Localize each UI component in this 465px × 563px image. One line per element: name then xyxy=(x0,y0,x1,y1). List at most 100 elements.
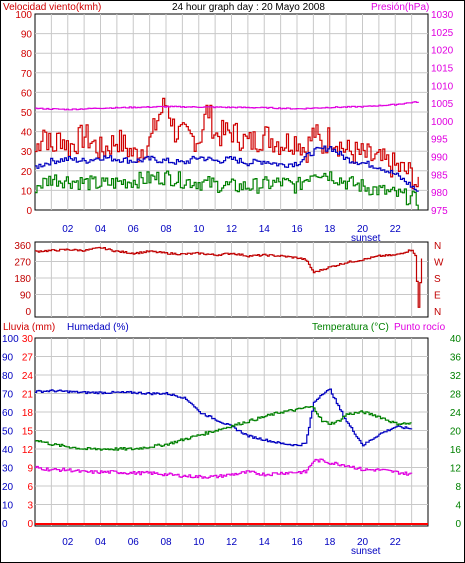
pressure-ytick-label: 1015 xyxy=(431,63,454,74)
rain-ytick-label: 27 xyxy=(22,353,34,364)
temperature-ytick-label: 40 xyxy=(450,334,462,345)
wind-ytick-label: 100 xyxy=(15,10,32,21)
wind-ytick-label: 40 xyxy=(21,128,33,139)
pressure-ytick-label: 1020 xyxy=(431,46,454,57)
rain-ytick-label: 6 xyxy=(27,482,33,493)
series-dew xyxy=(35,458,413,479)
pressure-ytick-label: 1000 xyxy=(431,117,454,128)
pressure-ytick-label: 990 xyxy=(431,153,448,164)
wind-xtick-label: 20 xyxy=(357,224,369,235)
wind-xtick-label: 02 xyxy=(62,224,74,235)
rain-ytick-label: 30 xyxy=(22,334,34,345)
rain-ytick-label: 3 xyxy=(27,501,33,512)
temperature-ytick-label: 32 xyxy=(450,371,462,382)
wind-ytick-label: 80 xyxy=(21,49,33,60)
wind-xtick-label: 22 xyxy=(390,224,402,235)
humidity-xtick-label: 14 xyxy=(259,537,271,548)
direction-ytick-label: 180 xyxy=(14,274,31,285)
humidity-xtick-label: 20 xyxy=(357,537,369,548)
temperature-ytick-label: 12 xyxy=(450,464,462,475)
temperature-ytick-label: 16 xyxy=(450,445,462,456)
humidity-ytick-label: 100 xyxy=(2,334,19,345)
pressure-ytick-label: 1010 xyxy=(431,81,454,92)
rain-ytick-label: 15 xyxy=(22,427,34,438)
wind-ytick-label: 0 xyxy=(26,206,32,217)
rain-ytick-label: 12 xyxy=(22,445,34,456)
compass-label: W xyxy=(434,258,444,269)
humidity-xtick-label: 18 xyxy=(324,537,336,548)
pressure-ytick-label: 1005 xyxy=(431,99,454,110)
wind-ytick-label: 60 xyxy=(21,88,33,99)
series-pressure xyxy=(35,101,419,111)
direction-ytick-label: 360 xyxy=(14,241,31,252)
pressure-ytick-label: 975 xyxy=(431,206,448,217)
wind-xtick-label: 16 xyxy=(291,224,303,235)
wind-xtick-label: 18 xyxy=(324,224,336,235)
wind-xtick-label: 10 xyxy=(193,224,205,235)
temperature-ytick-label: 36 xyxy=(450,353,462,364)
series-hum xyxy=(35,388,413,447)
header-wind-label: Velocidad viento(kmh) xyxy=(3,2,101,13)
wind-xtick-label: 06 xyxy=(128,224,140,235)
pressure-ytick-label: 995 xyxy=(431,135,448,146)
humidity-ytick-label: 40 xyxy=(2,445,14,456)
temperature-label: Temperatura (°C) xyxy=(312,322,389,333)
humidity-ytick-label: 70 xyxy=(2,390,14,401)
humidity-xtick-label: 16 xyxy=(291,537,303,548)
rain-ytick-label: 18 xyxy=(22,408,34,419)
wind-ytick-label: 30 xyxy=(21,147,33,158)
rain-label: Lluvia (mm) xyxy=(3,322,55,333)
wind-ytick-label: 10 xyxy=(21,186,33,197)
humidity-xtick-label: 02 xyxy=(62,537,74,548)
temperature-ytick-label: 24 xyxy=(450,408,462,419)
sunset-label-bottom: sunset xyxy=(351,546,381,557)
humidity-ytick-label: 60 xyxy=(2,408,14,419)
humidity-label: Humedad (%) xyxy=(67,322,129,333)
direction-ytick-label: 0 xyxy=(25,307,31,318)
humidity-xtick-label: 22 xyxy=(390,537,402,548)
humidity-ytick-label: 80 xyxy=(2,371,14,382)
wind-ytick-label: 90 xyxy=(21,30,33,41)
compass-label: N xyxy=(434,307,441,318)
series-temp xyxy=(35,406,412,451)
compass-label: E xyxy=(434,291,441,302)
humidity-ytick-label: 20 xyxy=(2,482,14,493)
pressure-ytick-label: 1030 xyxy=(431,10,454,21)
header-title: 24 hour graph day : 20 Mayo 2008 xyxy=(172,2,325,13)
sunset-label-top: sunset xyxy=(351,233,381,244)
wind-xtick-label: 08 xyxy=(160,224,172,235)
direction-ytick-label: 270 xyxy=(14,258,31,269)
series-avg xyxy=(35,145,419,192)
humidity-ytick-label: 30 xyxy=(2,464,14,475)
header-pressure-label: Presión(hPa) xyxy=(371,2,429,13)
humidity-xtick-label: 10 xyxy=(193,537,205,548)
compass-label: S xyxy=(434,274,441,285)
wind-ytick-label: 20 xyxy=(21,167,33,178)
series-low xyxy=(35,170,419,210)
temperature-ytick-label: 28 xyxy=(450,390,462,401)
humidity-ytick-label: 50 xyxy=(2,427,14,438)
wind-ytick-label: 50 xyxy=(21,108,33,119)
wind-ytick-label: 70 xyxy=(21,69,33,80)
rain-ytick-label: 0 xyxy=(27,519,33,530)
temperature-ytick-label: 4 xyxy=(455,501,461,512)
wind-xtick-label: 12 xyxy=(226,224,238,235)
humidity-xtick-label: 04 xyxy=(95,537,107,548)
pressure-ytick-label: 985 xyxy=(431,170,448,181)
humidity-xtick-label: 06 xyxy=(128,537,140,548)
compass-label: N xyxy=(434,241,441,252)
rain-ytick-label: 9 xyxy=(27,464,33,475)
wind-xtick-label: 14 xyxy=(259,224,271,235)
series-direction xyxy=(35,246,423,308)
humidity-ytick-label: 10 xyxy=(2,501,14,512)
direction-ytick-label: 90 xyxy=(20,291,32,302)
dewpoint-label: Punto rocío xyxy=(394,322,446,333)
rain-ytick-label: 21 xyxy=(22,390,34,401)
wind-xtick-label: 04 xyxy=(95,224,107,235)
temperature-ytick-label: 0 xyxy=(455,519,461,530)
humidity-ytick-label: 90 xyxy=(2,353,14,364)
